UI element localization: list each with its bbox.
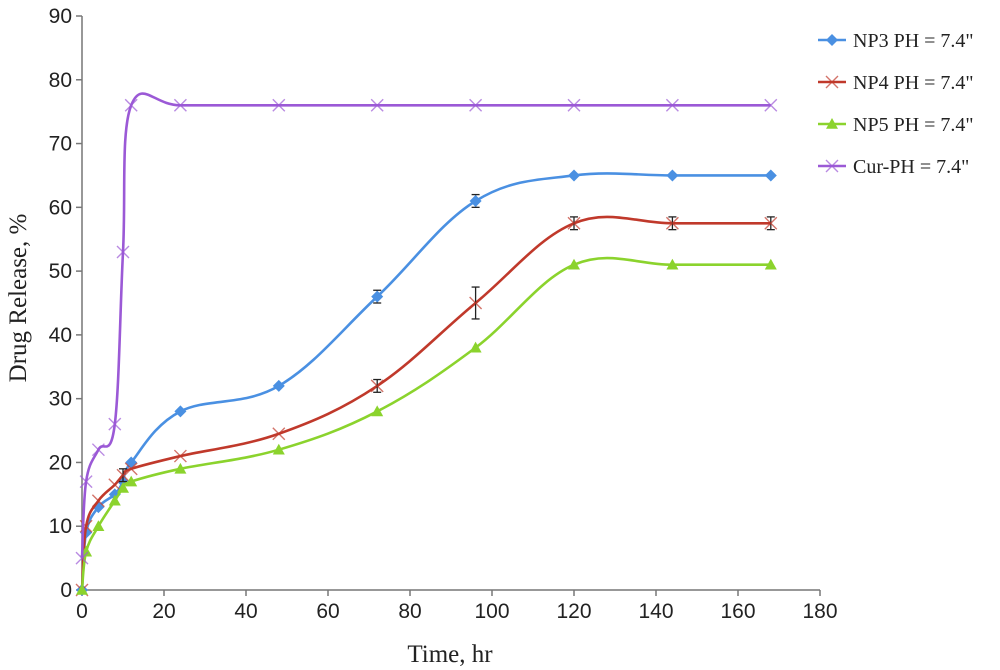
legend-label: NP4 PH = 7.4" — [853, 72, 974, 94]
x-tick-label: 40 — [234, 600, 257, 623]
legend-item-3: NP5 PH = 7.4" — [818, 114, 974, 136]
data-point — [371, 405, 384, 417]
y-tick-label: 10 — [49, 515, 72, 538]
data-point — [665, 98, 679, 112]
data-point — [92, 520, 105, 532]
legend-item-2: NP4 PH = 7.4" — [818, 72, 974, 94]
x-tick-label: 120 — [556, 600, 591, 623]
x-tick-label: 180 — [802, 600, 837, 623]
legend-marker — [826, 34, 838, 46]
data-point — [568, 258, 580, 270]
data-point — [76, 584, 88, 595]
legend-marker — [825, 75, 839, 89]
data-point — [108, 494, 121, 506]
data-point — [173, 98, 187, 112]
data-point — [371, 290, 384, 303]
x-tick-label: 20 — [152, 600, 175, 623]
y-tick-label: 80 — [49, 69, 72, 92]
data-point — [108, 478, 122, 492]
x-tick-label: 160 — [720, 600, 755, 623]
legend-marker — [826, 118, 838, 129]
series-2 — [75, 215, 778, 597]
series-line — [80, 215, 771, 591]
data-point — [124, 462, 138, 476]
legend-label: NP5 PH = 7.4" — [853, 114, 974, 136]
data-point — [75, 551, 89, 565]
data-point — [124, 98, 138, 112]
x-axis-title: Time, hr — [407, 641, 493, 668]
data-point — [91, 494, 105, 508]
data-point — [370, 379, 384, 393]
data-point — [764, 98, 778, 112]
data-point — [469, 194, 482, 207]
data-point — [666, 258, 679, 270]
data-point — [469, 341, 482, 353]
y-tick-label: 20 — [49, 451, 72, 474]
data-point — [174, 405, 187, 418]
x-tick-label: 60 — [316, 600, 339, 623]
x-tick-labels: 0 20 40 60 80 100 120 140 160 180 — [76, 600, 837, 623]
data-point — [79, 475, 93, 489]
data-point — [469, 296, 483, 310]
data-point — [116, 245, 130, 259]
y-axis-title: Drug Release, % — [5, 214, 32, 383]
data-point — [665, 216, 679, 230]
legend-item-4: Cur-PH = 7.4" — [818, 156, 969, 178]
data-point — [666, 169, 679, 182]
data-point — [469, 98, 483, 112]
data-point — [125, 475, 138, 487]
series-line — [80, 256, 771, 591]
series-layer — [75, 92, 778, 597]
data-point — [108, 417, 122, 431]
data-point — [567, 216, 581, 230]
data-point — [272, 98, 286, 112]
data-point — [764, 216, 778, 230]
legend-label: NP3 PH = 7.4" — [853, 30, 974, 52]
y-tick-label: 90 — [49, 5, 72, 28]
series-line — [80, 92, 771, 559]
y-tick-label: 40 — [49, 324, 72, 347]
data-point — [116, 468, 130, 482]
legend-item-1: NP3 PH = 7.4" — [818, 30, 974, 52]
data-point — [272, 427, 286, 441]
y-tick-label: 60 — [49, 196, 72, 219]
x-tick-label: 100 — [474, 600, 509, 623]
x-tick-label: 0 — [76, 600, 88, 623]
y-tick-labels: 0 10 20 30 40 50 60 70 80 90 — [49, 5, 72, 602]
data-point — [567, 98, 581, 112]
series-4 — [75, 92, 778, 565]
data-point — [370, 98, 384, 112]
y-tick-label: 30 — [49, 388, 72, 411]
data-point — [173, 449, 187, 463]
data-point — [272, 379, 285, 392]
data-point — [568, 169, 580, 182]
y-tick-label: 0 — [60, 579, 72, 602]
x-tick-label: 80 — [398, 600, 421, 623]
data-point — [764, 258, 777, 270]
x-tick-label: 140 — [638, 600, 673, 623]
y-tick-label: 50 — [49, 260, 72, 283]
legend-marker — [825, 159, 839, 173]
series-3 — [76, 256, 777, 595]
legend: NP3 PH = 7.4" NP4 PH = 7.4" NP5 PH = 7.4" C… — [818, 30, 974, 178]
data-point — [272, 443, 285, 455]
data-point — [91, 443, 105, 457]
legend-label: Cur-PH = 7.4" — [853, 156, 969, 178]
data-point — [764, 169, 777, 182]
data-point — [174, 462, 187, 474]
y-tick-label: 70 — [49, 133, 72, 156]
axes — [76, 15, 821, 596]
data-point — [117, 481, 129, 493]
